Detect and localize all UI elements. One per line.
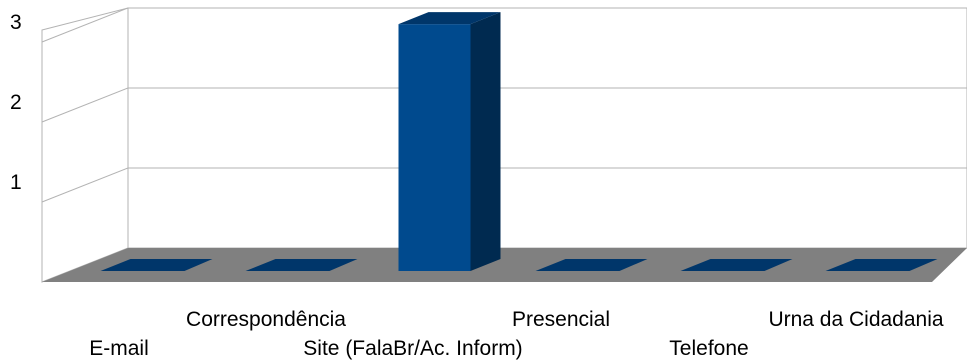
- bar-top: [398, 12, 501, 25]
- x-tick-label: Presencial: [512, 308, 610, 331]
- chart-walls: [41, 7, 967, 283]
- gridline-side: [41, 7, 129, 43]
- bar: [398, 12, 501, 271]
- bar: [100, 259, 213, 271]
- back-wall: [127, 7, 967, 249]
- x-tick-label: Telefone: [669, 337, 748, 360]
- gridlines: [41, 7, 967, 203]
- y-axis-tick-labels: 1 2 3: [10, 11, 22, 194]
- bar: [680, 259, 793, 271]
- x-axis-tick-labels: E-mail Correspondência Site (FalaBr/Ac. In…: [89, 308, 944, 360]
- bar-flat: [100, 259, 213, 271]
- chart-floor: [42, 248, 967, 282]
- bar-flat: [680, 259, 793, 271]
- y-tick-label: 3: [10, 11, 22, 34]
- gridline-side: [41, 87, 129, 123]
- x-tick-label: Site (FalaBr/Ac. Inform): [303, 337, 522, 360]
- bar: [245, 259, 358, 271]
- y-tick-label: 2: [10, 91, 22, 114]
- bar-flat: [825, 259, 938, 271]
- bars: [100, 12, 938, 271]
- y-tick-label: 1: [10, 171, 22, 194]
- x-tick-label: Urna da Cidadania: [768, 308, 943, 331]
- bar-side: [470, 12, 501, 271]
- bar: [825, 259, 938, 271]
- bar: [535, 259, 648, 271]
- side-wall: [41, 7, 129, 283]
- gridline-side: [41, 167, 129, 203]
- bar-flat: [535, 259, 648, 271]
- x-tick-label: E-mail: [89, 337, 149, 360]
- bar-flat: [245, 259, 358, 271]
- bar-front: [398, 24, 471, 271]
- x-tick-label: Correspondência: [186, 308, 346, 331]
